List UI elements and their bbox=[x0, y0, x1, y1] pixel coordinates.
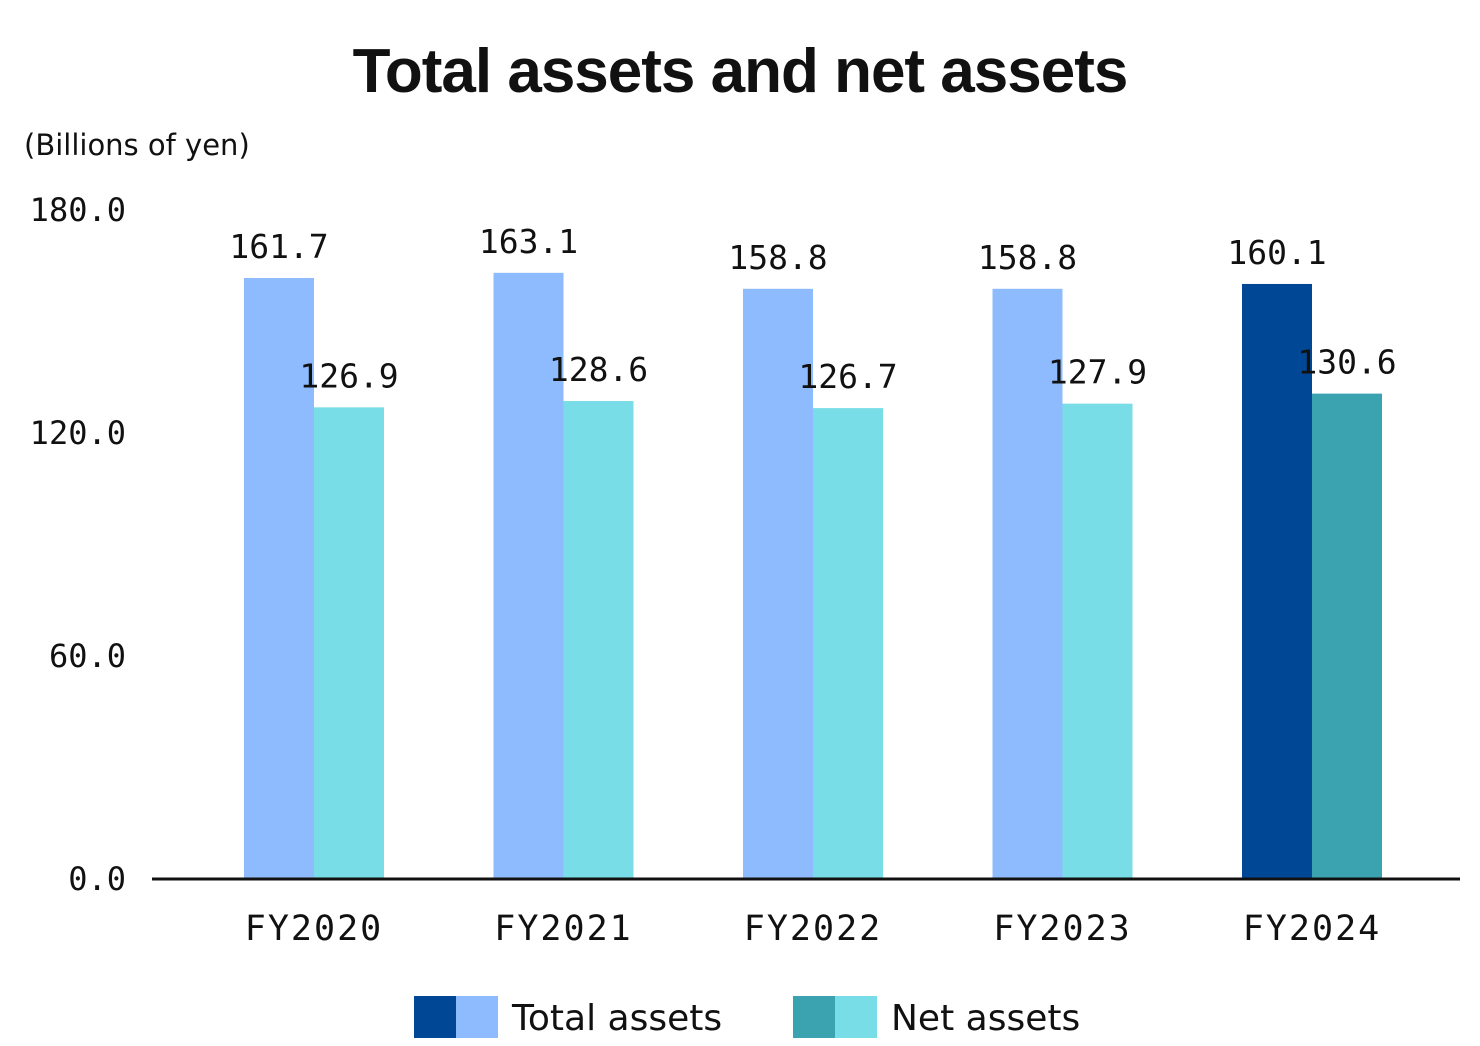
net-assets-bar bbox=[1312, 393, 1382, 879]
total-assets-legend-label: Total assets bbox=[511, 998, 722, 1039]
total-assets-value-label: 161.7 bbox=[229, 227, 328, 266]
net-assets-bar bbox=[813, 408, 883, 879]
total-assets-value-label: 163.1 bbox=[479, 222, 578, 261]
y-tick-label: 120.0 bbox=[30, 414, 126, 452]
net-assets-legend-label: Net assets bbox=[891, 998, 1080, 1039]
chart-title: Total assets and net assets bbox=[352, 37, 1129, 106]
x-category-label: FY2023 bbox=[993, 909, 1131, 949]
net-assets-bar bbox=[314, 407, 384, 879]
net-assets-value-label: 126.9 bbox=[299, 356, 398, 395]
total-assets-legend-swatch-light bbox=[456, 996, 498, 1038]
legend: Total assets Net assets bbox=[414, 996, 1080, 1039]
value-labels-group: 161.7 126.9 163.1 128.6 158.8 126.7 158.8 127.9… bbox=[229, 222, 1396, 396]
total-assets-bar bbox=[743, 288, 813, 879]
total-assets-legend-swatch-dark bbox=[414, 996, 456, 1038]
net-assets-value-label: 126.7 bbox=[798, 357, 897, 396]
bars-group bbox=[244, 272, 1382, 880]
net-assets-value-label: 130.6 bbox=[1297, 343, 1396, 382]
x-category-label: FY2021 bbox=[494, 909, 632, 949]
x-category-label: FY2024 bbox=[1243, 909, 1381, 949]
total-assets-value-label: 158.8 bbox=[978, 238, 1077, 277]
x-category-label: FY2022 bbox=[744, 909, 882, 949]
net-assets-value-label: 128.6 bbox=[549, 350, 648, 389]
total-assets-bar bbox=[992, 288, 1063, 879]
total-assets-bar bbox=[493, 272, 564, 880]
total-assets-bar bbox=[244, 278, 314, 879]
net-assets-bar bbox=[563, 401, 634, 879]
total-assets-bar bbox=[1242, 283, 1312, 879]
y-axis-ticks: 0.0 60.0 120.0 180.0 bbox=[30, 191, 126, 898]
net-assets-value-label: 127.9 bbox=[1048, 353, 1147, 392]
y-tick-label: 0.0 bbox=[68, 860, 126, 898]
y-tick-label: 180.0 bbox=[30, 191, 126, 229]
x-category-label: FY2020 bbox=[245, 909, 383, 949]
x-axis-labels: FY2020 FY2021 FY2022 FY2023 FY2024 bbox=[245, 909, 1381, 949]
net-assets-legend-swatch-dark bbox=[793, 996, 835, 1038]
net-assets-legend-swatch-light bbox=[835, 996, 877, 1038]
y-axis-unit-label: (Billions of yen) bbox=[24, 128, 250, 162]
total-assets-value-label: 158.8 bbox=[728, 238, 827, 277]
y-tick-label: 60.0 bbox=[49, 637, 126, 675]
net-assets-bar bbox=[1062, 403, 1133, 879]
total-assets-value-label: 160.1 bbox=[1227, 233, 1326, 272]
